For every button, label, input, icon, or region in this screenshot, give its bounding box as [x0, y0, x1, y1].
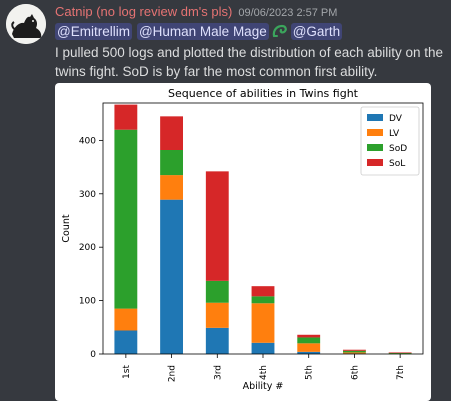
mention-line: @Emitrellim @Human Male Mage @Garth [55, 21, 343, 41]
x-tick-label: 6th [350, 365, 360, 380]
y-tick-label: 300 [79, 190, 96, 200]
green-flag-icon [271, 23, 289, 39]
legend-swatch-lv [367, 129, 383, 136]
bar-sol-3rd [205, 171, 229, 281]
chart-title: Sequence of abilities in Twins fight [168, 87, 359, 100]
bar-sol-6th [343, 349, 366, 351]
bar-sol-2nd [160, 116, 183, 150]
bar-lv-5th [297, 343, 321, 352]
y-axis-label: Count [61, 214, 72, 242]
cat-avatar-icon [6, 4, 46, 44]
bar-dv-1st [114, 330, 138, 354]
legend-swatch-dv [367, 114, 383, 121]
legend-swatch-sol [367, 159, 383, 166]
bar-lv-3rd [205, 302, 229, 328]
plot-frame [102, 102, 424, 355]
y-tick-label: 200 [79, 243, 96, 253]
bar-dv-2nd [160, 199, 183, 354]
bar-sod-7th [388, 352, 412, 354]
bar-lv-6th [343, 352, 366, 354]
bar-lv-1st [114, 308, 138, 331]
legend-label-lv: LV [389, 129, 400, 139]
x-tick-label: 2nd [168, 365, 178, 382]
y-tick-label: 100 [79, 297, 96, 307]
bar-sod-6th [343, 350, 366, 353]
x-tick-label: 5th [305, 365, 315, 380]
x-tick-label: 7th [396, 365, 406, 380]
bar-sol-1st [114, 104, 138, 130]
legend-label-dv: DV [389, 114, 403, 124]
bar-sod-4th [251, 296, 275, 304]
bar-lv-2nd [160, 175, 183, 200]
bar-sod-2nd [160, 149, 183, 176]
x-tick-label: 1st [122, 365, 132, 379]
y-tick-label: 400 [79, 136, 96, 146]
bar-dv-3rd [205, 327, 229, 354]
message-text: I pulled 500 logs and plotted the distri… [55, 45, 444, 79]
y-tick-label: 0 [90, 350, 96, 360]
avatar[interactable] [6, 4, 46, 44]
legend [360, 106, 420, 176]
bar-sol-5th [297, 334, 321, 338]
stacked-bar-chart: Sequence of abilities in Twins fight 0 100… [61, 87, 424, 392]
mention-garth[interactable]: @Garth [290, 22, 343, 40]
timestamp: 09/06/2023 2:57 PM [238, 7, 338, 19]
bar-sod-1st [114, 129, 138, 309]
x-tick-label: 3rd [213, 365, 223, 380]
legend-label-sod: SoD [389, 144, 407, 154]
bar-dv-4th [251, 342, 275, 354]
chart-image-embed[interactable]: Sequence of abilities in Twins fight 0 100… [55, 83, 431, 401]
username[interactable]: Catnip (no log review dm's pls) [55, 4, 233, 19]
bar-dv-5th [297, 351, 321, 354]
x-tick-label: 4th [259, 365, 269, 380]
bar-sod-5th [297, 337, 321, 344]
bar-sol-7th [388, 352, 412, 353]
message-header: Catnip (no log review dm's pls) 09/06/20… [55, 4, 337, 20]
x-axis-label: Ability # [243, 381, 284, 392]
bar-sod-3rd [205, 280, 229, 303]
mention-emitrellim[interactable]: @Emitrellim [55, 22, 132, 40]
legend-label-sol: SoL [389, 159, 405, 169]
mention-human-male-mage[interactable]: @Human Male Mage [136, 22, 269, 40]
bar-lv-4th [251, 303, 275, 343]
legend-swatch-sod [367, 144, 383, 151]
bar-sol-4th [251, 286, 275, 297]
